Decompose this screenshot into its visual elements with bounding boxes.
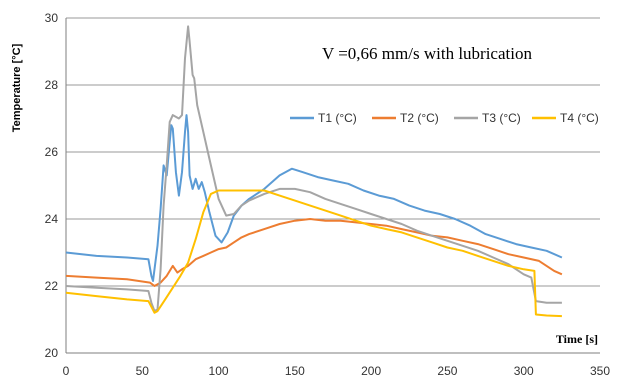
legend-label-t1: T1 (°C) — [318, 111, 357, 125]
x-tick-label: 150 — [285, 364, 305, 378]
y-tick-label: 24 — [45, 212, 59, 226]
x-tick-label: 50 — [136, 364, 150, 378]
x-axis-label: Time [s] — [556, 332, 598, 346]
series-lines — [65, 25, 563, 318]
x-tick-label: 350 — [590, 364, 610, 378]
legend: T1 (°C) T2 (°C) T3 (°C) T4 (°C) — [290, 111, 599, 125]
x-tick-label: 100 — [209, 364, 229, 378]
y-axis-label: Temperature [°C] — [11, 43, 23, 132]
y-tick-label: 26 — [45, 145, 59, 159]
axes — [65, 18, 600, 354]
legend-label-t2: T2 (°C) — [400, 111, 439, 125]
series-line-t3 — [65, 25, 562, 313]
y-tick-label: 20 — [45, 346, 59, 360]
series-line-t1 — [65, 114, 563, 282]
x-tick-labels: 0 50 100 150 200 250 300 350 — [63, 364, 611, 378]
y-tick-label: 30 — [45, 11, 59, 25]
y-tick-label: 28 — [45, 78, 59, 92]
y-tick-label: 22 — [45, 279, 59, 293]
y-tick-labels: 20 22 24 26 28 30 — [45, 11, 59, 360]
x-tick-label: 250 — [437, 364, 457, 378]
series-line-t2 — [65, 218, 563, 287]
legend-label-t3: T3 (°C) — [482, 111, 521, 125]
series-line-t4 — [65, 189, 562, 318]
x-tick-label: 0 — [63, 364, 70, 378]
chart-annotation: V =0,66 mm/s with lubrication — [322, 44, 532, 63]
x-tick-label: 300 — [514, 364, 534, 378]
x-tick-label: 200 — [361, 364, 381, 378]
legend-label-t4: T4 (°C) — [560, 111, 599, 125]
